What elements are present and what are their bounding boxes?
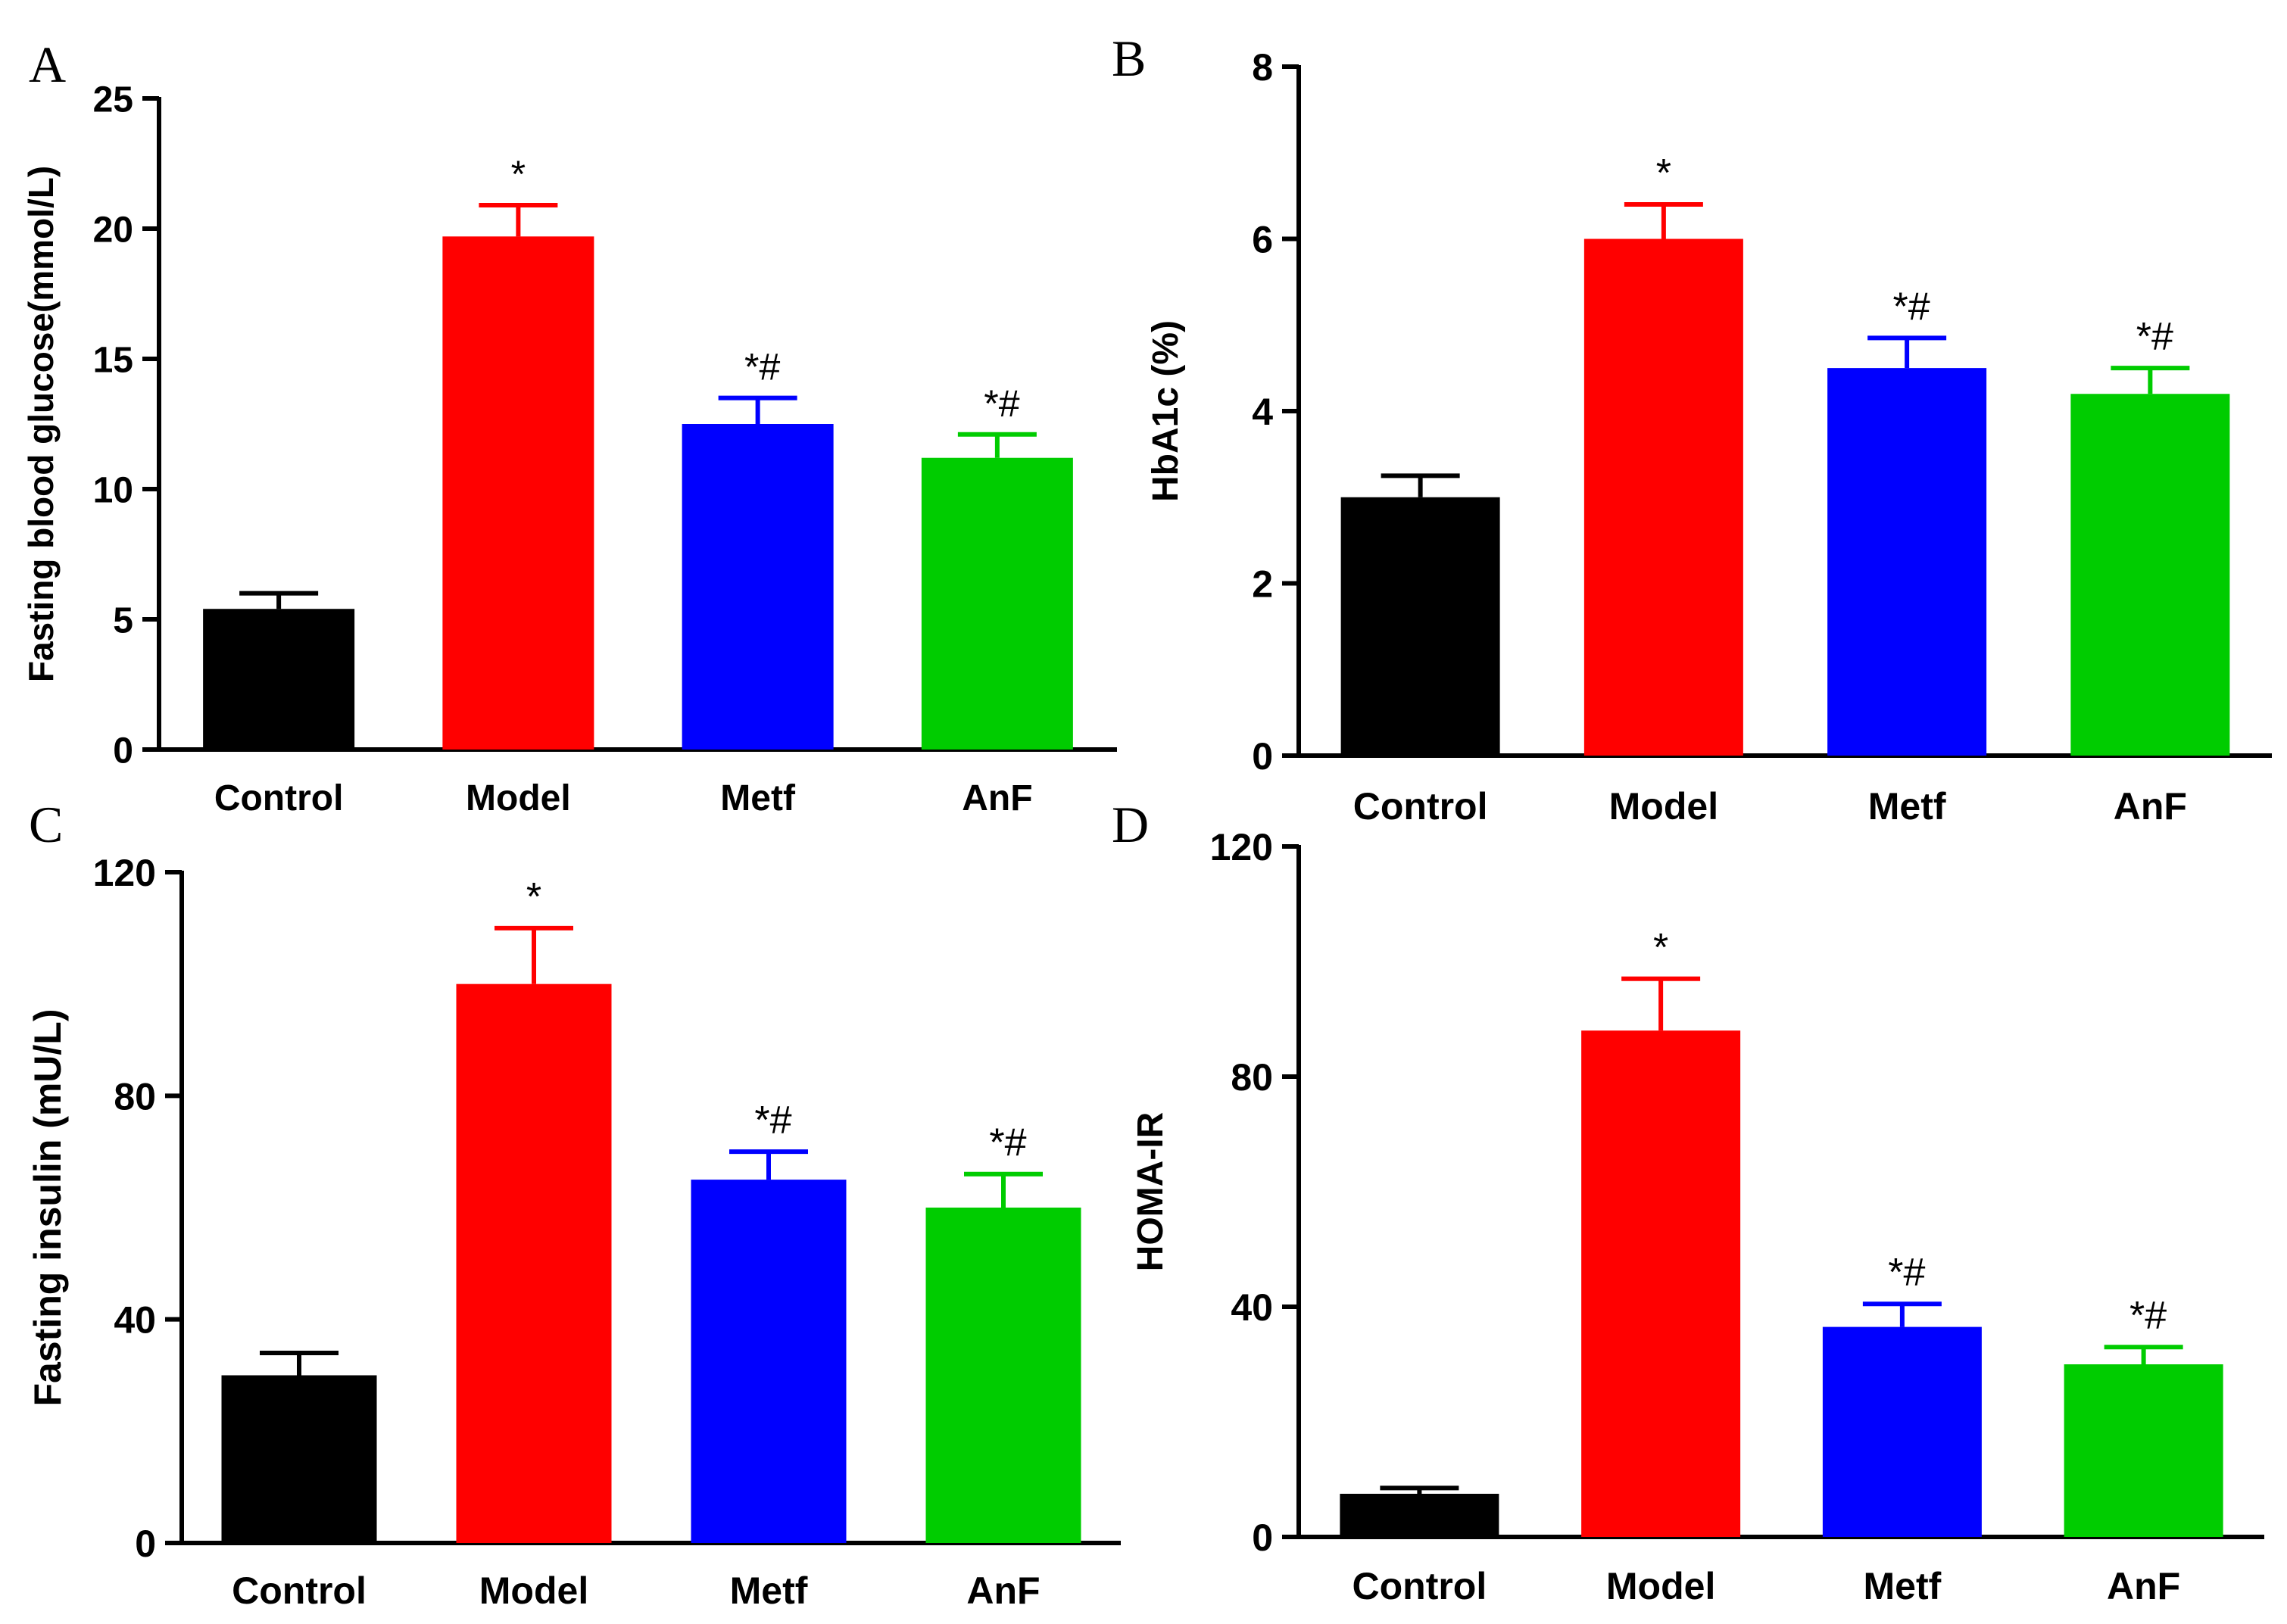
- category-label-d: Metf: [1863, 1565, 1941, 1607]
- bar-b-control: [1340, 497, 1500, 756]
- significance-label-d: *#: [1888, 1251, 1925, 1295]
- bar-a-metf: [682, 424, 834, 750]
- bar-d-model: [1581, 1030, 1741, 1537]
- y-tick-label-a: 25: [93, 79, 133, 120]
- category-label-c: Model: [479, 1569, 588, 1612]
- bar-c-control: [221, 1375, 377, 1543]
- category-label-c: AnF: [966, 1569, 1040, 1612]
- bar-c-model: [456, 983, 612, 1543]
- y-tick-label-d: 0: [1252, 1516, 1273, 1559]
- bar-a-anf: [921, 457, 1073, 750]
- significance-label-a: *: [511, 153, 526, 195]
- significance-label-a: *#: [744, 346, 780, 388]
- significance-label-b: *#: [1893, 285, 1930, 329]
- category-label-d: Control: [1353, 1565, 1487, 1607]
- bar-a-model: [442, 236, 594, 750]
- significance-label-b: *#: [2136, 315, 2173, 359]
- y-tick-label-a: 15: [93, 340, 133, 380]
- category-label-b: AnF: [2114, 785, 2187, 828]
- category-label-c: Metf: [730, 1569, 808, 1612]
- bar-b-anf: [2070, 394, 2230, 756]
- category-label-b: Control: [1353, 785, 1488, 828]
- y-tick-label-a: 10: [93, 470, 133, 510]
- bar-c-anf: [925, 1208, 1081, 1543]
- y-axis-title-d: HOMA-IR: [1131, 1112, 1171, 1272]
- y-tick-label-b: 4: [1252, 391, 1273, 433]
- y-tick-label-c: 120: [93, 852, 156, 894]
- bar-b-metf: [1827, 368, 1987, 756]
- y-axis-title-a: Fasting blood glucose(mmol/L): [21, 166, 61, 682]
- panel-letter-b: B: [1112, 30, 1146, 87]
- significance-label-c: *: [526, 875, 541, 919]
- y-tick-label-d: 40: [1231, 1286, 1273, 1329]
- panel-letter-a: A: [29, 36, 66, 93]
- significance-label-c: *#: [989, 1121, 1026, 1165]
- significance-label-d: *: [1653, 926, 1668, 970]
- category-label-d: AnF: [2107, 1565, 2180, 1607]
- y-tick-label-d: 120: [1210, 826, 1273, 868]
- y-tick-label-c: 0: [135, 1523, 156, 1565]
- bar-a-control: [203, 609, 355, 750]
- bar-d-anf: [2064, 1364, 2223, 1537]
- category-label-a: AnF: [962, 778, 1032, 818]
- panel-letter-c: C: [29, 796, 63, 853]
- bar-d-control: [1340, 1494, 1499, 1537]
- y-tick-label-c: 80: [114, 1075, 156, 1117]
- y-tick-label-c: 40: [114, 1299, 156, 1342]
- bar-b-model: [1583, 238, 1743, 756]
- significance-label-c: *#: [754, 1099, 791, 1142]
- category-label-c: Control: [232, 1569, 367, 1612]
- y-tick-label-d: 80: [1231, 1056, 1273, 1099]
- category-label-a: Control: [214, 778, 344, 818]
- y-tick-label-b: 6: [1252, 219, 1273, 261]
- category-label-a: Metf: [720, 778, 796, 818]
- y-tick-label-a: 20: [93, 210, 133, 250]
- significance-label-d: *#: [2129, 1294, 2167, 1338]
- category-label-b: Metf: [1868, 785, 1946, 828]
- category-label-b: Model: [1609, 785, 1718, 828]
- bar-c-metf: [691, 1180, 847, 1543]
- bar-d-metf: [1822, 1326, 1982, 1537]
- significance-label-a: *#: [984, 382, 1019, 425]
- y-tick-label-a: 5: [113, 600, 133, 641]
- category-label-a: Model: [466, 778, 571, 818]
- significance-label-b: *: [1656, 151, 1671, 195]
- y-tick-label-b: 8: [1252, 46, 1273, 89]
- y-axis-title-c: Fasting insulin (mU/L): [27, 1009, 69, 1407]
- panel-letter-d: D: [1112, 796, 1149, 853]
- y-tick-label-a: 0: [113, 731, 133, 771]
- category-label-d: Model: [1606, 1565, 1715, 1607]
- y-tick-label-b: 0: [1252, 735, 1273, 778]
- y-axis-title-b: HbA1c (%): [1146, 320, 1186, 502]
- y-tick-label-b: 2: [1252, 563, 1273, 606]
